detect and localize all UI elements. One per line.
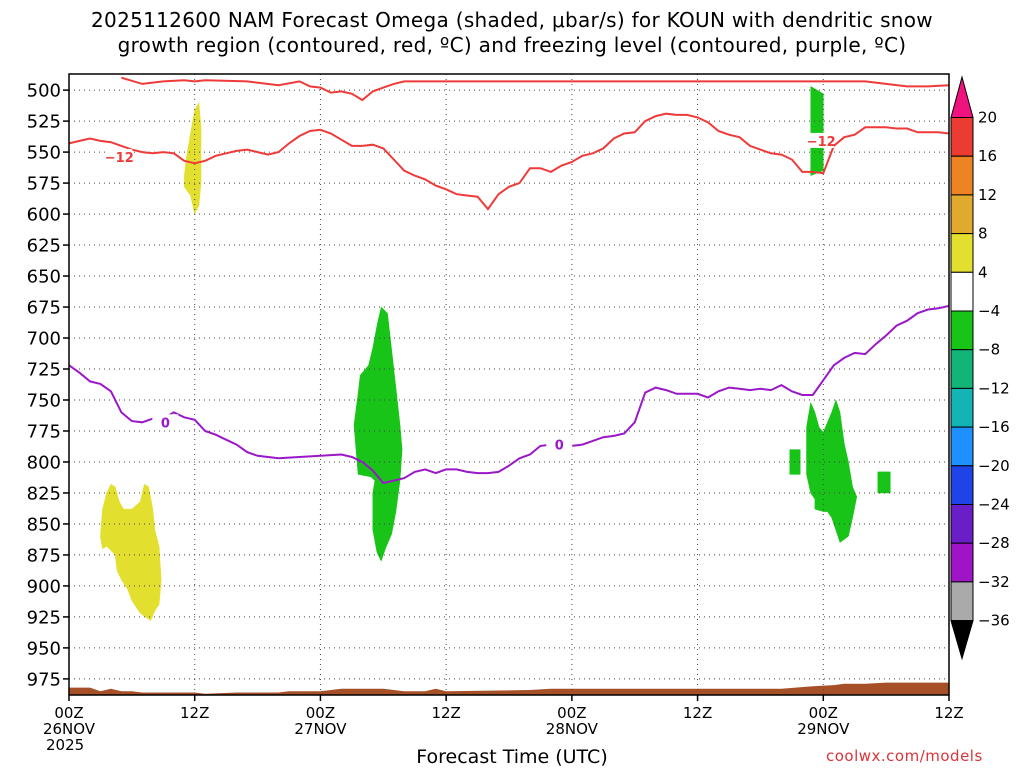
y-tick-label-725: 725 bbox=[27, 360, 61, 381]
colorbar-swatch-5 bbox=[950, 271, 974, 312]
colorbar-label-1: 16 bbox=[978, 147, 997, 165]
y-tick-label-925: 925 bbox=[27, 607, 61, 628]
dgz-label-left: −12 bbox=[105, 151, 134, 166]
chart-title-line-1: 2025112600 NAM Forecast Omega (shaded, μ… bbox=[91, 8, 933, 32]
y-tick-label-775: 775 bbox=[27, 421, 61, 442]
colorbar-label-13: −36 bbox=[978, 612, 1010, 630]
terrain-fill bbox=[69, 677, 949, 695]
y-tick-label-850: 850 bbox=[27, 514, 61, 535]
colorbar-label-0: 20 bbox=[978, 109, 997, 127]
y-tick-label-950: 950 bbox=[27, 638, 61, 659]
y-tick-label-700: 700 bbox=[27, 329, 61, 350]
gridlines bbox=[69, 74, 949, 695]
chart-title-line-2: growth region (contoured, red, ºC) and f… bbox=[117, 33, 907, 57]
x-tick-label-0-2: 2025 bbox=[46, 736, 84, 754]
x-tick-label-0-0: 00Z bbox=[54, 704, 83, 722]
dgz-contour-upper bbox=[121, 76, 949, 102]
colorbar-swatch-10 bbox=[950, 465, 974, 505]
colorbar-label-11: −28 bbox=[978, 534, 1010, 552]
x-tick-label-36-0: 12Z bbox=[431, 704, 460, 722]
y-tick-label-800: 800 bbox=[27, 452, 61, 473]
omega-region-2 bbox=[353, 306, 403, 562]
y-tick-label-825: 825 bbox=[27, 483, 61, 504]
colorbar-swatch-13 bbox=[950, 581, 974, 622]
omega-region-6 bbox=[877, 471, 891, 494]
colorbar-swatch-4 bbox=[950, 233, 974, 273]
y-tick-label-600: 600 bbox=[27, 205, 61, 226]
dgz-contour-lower bbox=[69, 112, 949, 211]
y-tick-label-750: 750 bbox=[27, 390, 61, 411]
colorbar-swatch-12 bbox=[950, 542, 974, 583]
colorbar-label-12: −32 bbox=[978, 573, 1010, 591]
y-tick-label-575: 575 bbox=[27, 174, 61, 195]
colorbar-swatch-11 bbox=[950, 504, 974, 544]
colorbar-label-2: 12 bbox=[978, 186, 997, 204]
terrain-layer bbox=[69, 677, 949, 695]
omega-shading-layer bbox=[100, 85, 891, 621]
colorbar-label-3: 8 bbox=[978, 225, 988, 243]
y-tick-label-675: 675 bbox=[27, 298, 61, 319]
dgz-label-left-bg bbox=[106, 149, 133, 165]
freezing-label-mid-bg bbox=[546, 436, 573, 452]
omega-region-4 bbox=[789, 449, 801, 475]
colorbar-label-7: −12 bbox=[978, 379, 1010, 397]
colorbar-swatch-1 bbox=[950, 117, 974, 157]
y-tick-label-900: 900 bbox=[27, 576, 61, 597]
y-tick-label-500: 500 bbox=[27, 81, 61, 102]
colorbar-swatch-7 bbox=[950, 349, 974, 389]
freezing-label-mid: 0 bbox=[555, 439, 564, 454]
x-tick-label-0-1: 26NOV bbox=[43, 720, 96, 738]
y-tick-label-975: 975 bbox=[27, 669, 61, 690]
dgz-label-right: −12 bbox=[807, 135, 836, 150]
colorbar-label-6: −8 bbox=[978, 341, 1000, 359]
contour-layer: −12 −12 0 0 bbox=[69, 76, 949, 485]
y-tick-label-525: 525 bbox=[27, 112, 61, 133]
colorbar: 20 16 12 8 4 −4 −8 −12 −16 −20 −24 −28 −32 −36 bbox=[950, 75, 1010, 661]
x-tick-label-72-0: 00Z bbox=[809, 704, 838, 722]
colorbar-arrow-top bbox=[950, 75, 974, 118]
colorbar-swatch-8 bbox=[950, 387, 974, 428]
colorbar-label-8: −16 bbox=[978, 418, 1010, 436]
colorbar-label-4: 4 bbox=[978, 263, 988, 281]
y-tick-label-650: 650 bbox=[27, 267, 61, 288]
colorbar-swatch-3 bbox=[950, 194, 974, 235]
credit-text: coolwx.com/models bbox=[826, 747, 983, 765]
x-tick-label-48-0: 00Z bbox=[557, 704, 586, 722]
x-tick-label-72-1: 29NOV bbox=[797, 720, 850, 738]
x-tick-label-24-0: 00Z bbox=[306, 704, 335, 722]
omega-region-1 bbox=[100, 483, 162, 621]
omega-region-5 bbox=[806, 399, 858, 543]
chart-title: 2025112600 NAM Forecast Omega (shaded, μ… bbox=[0, 8, 1024, 58]
x-tick-label-48-1: 28NOV bbox=[546, 720, 599, 738]
colorbar-label-5: −4 bbox=[978, 302, 1000, 320]
y-tick-label-625: 625 bbox=[27, 236, 61, 257]
omega-region-0 bbox=[183, 101, 202, 215]
x-tick-label-12-0: 12Z bbox=[180, 704, 209, 722]
y-tick-label-875: 875 bbox=[27, 545, 61, 566]
freezing-label-left: 0 bbox=[161, 416, 170, 431]
x-tick-label-24-1: 27NOV bbox=[294, 720, 347, 738]
colorbar-label-10: −24 bbox=[978, 496, 1010, 514]
x-tick-label-84-0: 12Z bbox=[934, 704, 963, 722]
plot-frame bbox=[68, 73, 950, 696]
colorbar-label-9: −20 bbox=[978, 457, 1010, 475]
colorbar-swatch-2 bbox=[950, 155, 974, 196]
x-axis-title: Forecast Time (UTC) bbox=[416, 746, 608, 768]
dgz-label-right-bg bbox=[808, 132, 835, 148]
colorbar-swatch-6 bbox=[950, 310, 974, 351]
y-axis-labels: 500 525 550 575 600 625 650 675 700 725 750 775 800 8… bbox=[27, 81, 61, 691]
omega-region-3 bbox=[810, 85, 824, 176]
y-tick-label-550: 550 bbox=[27, 143, 61, 164]
x-tick-label-60-0: 12Z bbox=[683, 704, 712, 722]
freezing-level-contour bbox=[69, 304, 949, 485]
axis-ticks bbox=[63, 89, 950, 701]
colorbar-swatch-9 bbox=[950, 426, 974, 467]
colorbar-arrow-bottom bbox=[950, 620, 974, 661]
freezing-label-left-bg bbox=[152, 414, 179, 430]
